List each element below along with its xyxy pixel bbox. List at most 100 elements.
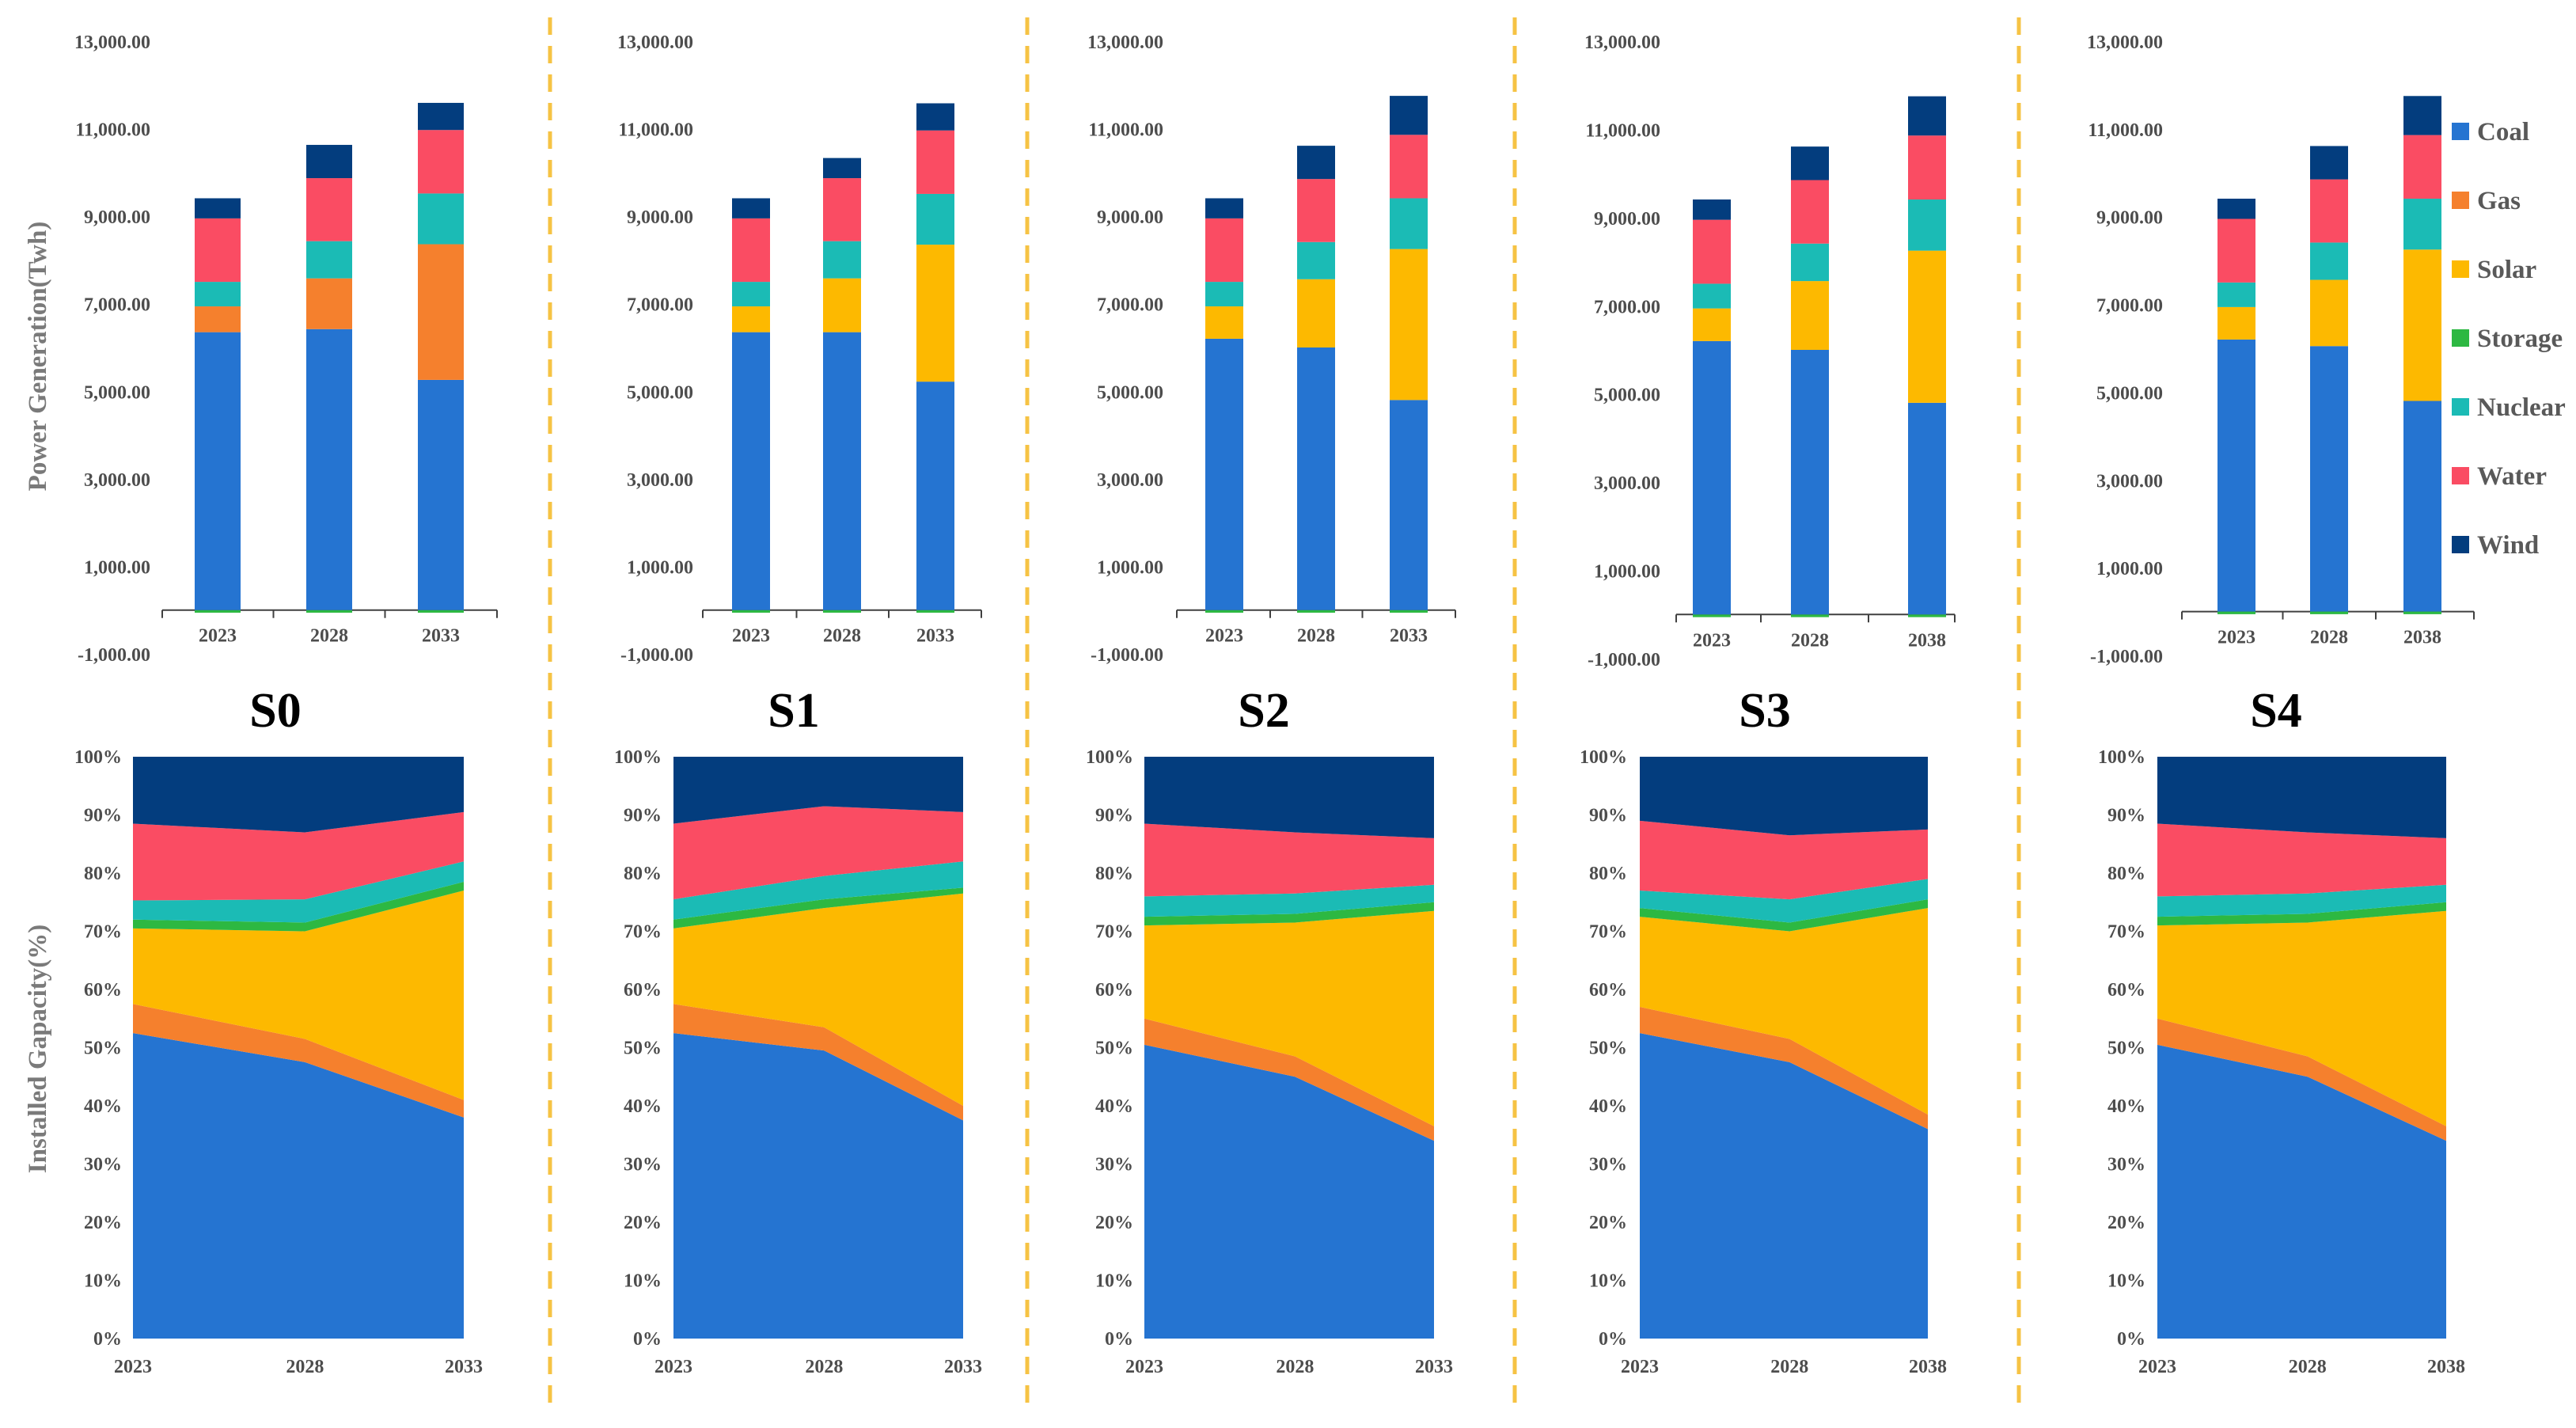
bar-wind-2038: [2403, 96, 2441, 135]
bar-storage-2033: [1390, 610, 1428, 613]
y-tick-label: 7,000.00: [2096, 296, 2163, 317]
area-wind: [133, 757, 464, 833]
bar-nuclear-2028: [1297, 241, 1335, 279]
y-tick-label: 90%: [624, 806, 662, 826]
bar-nuclear-2023: [2217, 282, 2255, 307]
area-storage: [1640, 899, 1928, 932]
area-solar: [1144, 910, 1434, 1126]
area-solar: [133, 891, 464, 1100]
bar-wind-2033: [1390, 96, 1428, 135]
bar-coal-2033: [418, 379, 464, 610]
bar-storage-2033: [916, 610, 954, 613]
scenario-title-s4: S4: [2250, 684, 2301, 738]
y-tick-label: 10%: [624, 1271, 662, 1292]
x-tick-label: 2028: [805, 1357, 843, 1377]
y-tick-label: 1,000.00: [1594, 562, 1660, 583]
bar-storage-2028: [2310, 611, 2348, 614]
legend-swatch-nuclear: [2452, 398, 2469, 416]
bar-water-2023: [1693, 219, 1731, 284]
bar-water-2023: [2217, 218, 2255, 283]
scenario-title-s2: S2: [1238, 684, 1289, 738]
x-tick-label: 2028: [1297, 626, 1335, 647]
y-axis-title-capacity: Installed Gapacity(%): [24, 925, 52, 1173]
bar-wind-2023: [732, 198, 770, 218]
y-tick-label: 3,000.00: [627, 470, 693, 491]
x-tick-label: 2023: [199, 626, 237, 647]
y-tick-label: 100%: [614, 747, 662, 768]
x-tick-label: 2038: [1909, 1357, 1947, 1377]
area-gas: [1144, 1018, 1434, 1141]
y-tick-label: 3,000.00: [1097, 470, 1163, 491]
bar-water-2028: [1297, 179, 1335, 242]
y-tick-label: 50%: [1589, 1039, 1627, 1059]
y-tick-label: 40%: [1095, 1096, 1133, 1117]
x-tick-label: 2028: [2289, 1357, 2327, 1377]
capacity-chart-s0: 100% 90% 80% 70% 60% 50% 40% 30% 20% 10% 0% 2023 202…: [74, 684, 483, 1377]
x-tick-label: 2023: [732, 626, 770, 647]
area-wind: [2157, 757, 2446, 838]
x-tick-label: 2033: [1415, 1357, 1453, 1377]
y-tick-label: 70%: [1095, 922, 1133, 943]
bar-solar-2038: [1908, 250, 1946, 403]
y-tick-label: 10%: [2107, 1271, 2145, 1292]
y-tick-label: 60%: [2107, 980, 2145, 1001]
x-tick-label: 2028: [310, 626, 348, 647]
y-tick-label: 0%: [1599, 1329, 1627, 1350]
y-tick-label: 30%: [84, 1155, 122, 1175]
bar-coal-2033: [916, 382, 954, 610]
y-tick-label: 40%: [84, 1096, 122, 1117]
capacity-chart-s3: 100% 90% 80% 70% 60% 50% 40% 30% 20% 10% 0% 2023 202…: [1580, 684, 1947, 1377]
x-tick-label: 2023: [1693, 630, 1731, 651]
legend-label-water: Water: [2477, 462, 2547, 491]
area-nuclear: [673, 861, 963, 920]
area-solar: [673, 893, 963, 1106]
legend-swatch-wind: [2452, 536, 2469, 553]
bar-coal-2028: [823, 332, 861, 610]
y-tick-label: 30%: [624, 1155, 662, 1175]
y-tick-label: 0%: [93, 1329, 122, 1350]
bar-nuclear-2028: [306, 241, 352, 279]
area-storage: [1144, 902, 1434, 926]
y-tick-label: 5,000.00: [627, 382, 693, 403]
y-tick-label: 60%: [1589, 980, 1627, 1001]
y-tick-label: 7,000.00: [627, 295, 693, 316]
y-tick-label: 11,000.00: [1088, 120, 1163, 141]
bar-water-2038: [1908, 135, 1946, 200]
y-tick-label: 3,000.00: [84, 470, 150, 491]
y-tick-label: 7,000.00: [84, 295, 150, 316]
area-coal: [133, 1033, 464, 1339]
bar-wind-2023: [1205, 198, 1243, 218]
y-tick-label: 5,000.00: [1594, 385, 1660, 406]
area-nuclear: [1144, 884, 1434, 917]
y-tick-label: 5,000.00: [1097, 382, 1163, 403]
y-tick-label: 13,000.00: [1584, 32, 1660, 53]
y-tick-label: 13,000.00: [617, 32, 693, 53]
bar-wind-2028: [1297, 146, 1335, 180]
bar-solar-2023: [2217, 306, 2255, 340]
bar-coal-2023: [732, 332, 770, 610]
bar-nuclear-2038: [2403, 198, 2441, 250]
legend-swatch-gas: [2452, 192, 2469, 209]
bar-nuclear-2028: [823, 241, 861, 279]
bar-water-2033: [916, 130, 954, 194]
area-water: [1640, 820, 1928, 900]
y-tick-label: -1,000.00: [2090, 647, 2163, 667]
x-tick-label: 2028: [1791, 630, 1829, 651]
x-tick-label: 2033: [1390, 626, 1428, 647]
generation-chart-s3: 13,000.00 11,000.00 9,000.00 7,000.00 5,000.…: [1584, 32, 1956, 670]
scenario-title-s3: S3: [1739, 684, 1790, 738]
legend-swatch-storage: [2452, 329, 2469, 347]
bar-storage-2023: [195, 610, 241, 613]
area-coal: [1144, 1044, 1434, 1339]
x-tick-label: 2023: [1205, 626, 1243, 647]
bar-coal-2023: [1693, 340, 1731, 615]
y-tick-label: 90%: [1095, 806, 1133, 826]
y-tick-label: 13,000.00: [2087, 32, 2163, 53]
bar-nuclear-2028: [2310, 242, 2348, 280]
y-tick-label: 3,000.00: [1594, 473, 1660, 494]
bar-nuclear-2033: [418, 193, 464, 245]
bar-solar-2023: [732, 306, 770, 332]
y-tick-label: 90%: [1589, 806, 1627, 826]
legend-swatch-coal: [2452, 123, 2469, 140]
area-nuclear: [2157, 884, 2446, 917]
